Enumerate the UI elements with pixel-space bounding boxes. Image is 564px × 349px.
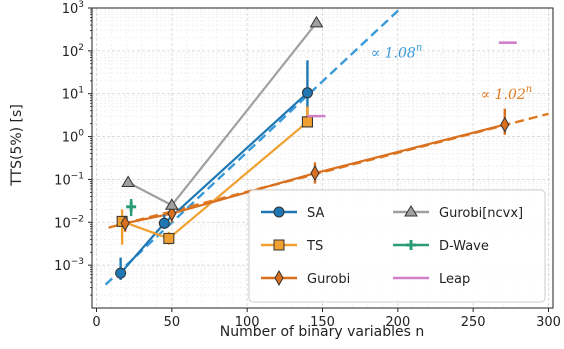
legend-marker-sa — [273, 206, 285, 218]
data-point-gurobi-ncvx — [121, 175, 136, 187]
data-point-sa — [301, 87, 313, 99]
x-axis-label: Number of binary variables n — [220, 324, 424, 340]
data-point-gurobi — [310, 165, 320, 182]
legend-label-gurobi-ncvx: Gurobi[ncvx] — [439, 206, 523, 221]
legend-label-d-wave: D-Wave — [439, 239, 489, 254]
legend-marker-ts — [273, 239, 285, 251]
x-tick-label: 150 — [310, 315, 335, 330]
markers — [115, 15, 517, 279]
data-point-sa — [115, 267, 127, 279]
legend-label-ts: TS — [306, 239, 323, 254]
data-point-gurobi-ncvx — [164, 198, 179, 210]
data-point-gurobi — [500, 116, 510, 133]
x-tick-label: 300 — [536, 315, 561, 330]
legend: SA TS Gurobi Gurobi[ncvx] D-Wave Leap — [248, 189, 546, 303]
x-tick-label: 0 — [92, 315, 100, 330]
data-point-gurobi-ncvx — [309, 15, 324, 28]
series-line-gurobi — [124, 123, 506, 225]
legend-label-sa: SA — [307, 206, 324, 221]
fit-annotation-gurobi: ∝ 1.02n — [481, 84, 533, 103]
y-axis-label: TTS(5%) [s] — [9, 104, 25, 187]
fit-annotation-sa: ∝ 1.08n — [371, 42, 423, 61]
annotations: ∝ 1.08n ∝ 1.02n — [371, 42, 533, 103]
legend-label-gurobi: Gurobi — [307, 272, 350, 287]
x-tick-label: 50 — [164, 315, 181, 330]
data-point-d-wave — [126, 201, 137, 212]
data-point-ts — [301, 116, 313, 128]
data-point-gurobi — [120, 215, 130, 232]
data-point-sa — [158, 217, 170, 229]
data-point-ts — [163, 232, 175, 244]
data-point-gurobi — [167, 205, 177, 222]
legend-label-leap: Leap — [439, 272, 470, 287]
legend-marker-gurobi — [274, 269, 284, 287]
x-tick-label: 250 — [461, 315, 486, 330]
legend-marker-gurobi-ncvx — [404, 205, 418, 217]
x-tick-label: 100 — [235, 315, 260, 330]
x-tick-label: 200 — [385, 315, 410, 330]
fit-line-sa — [104, 7, 402, 286]
legend-marker-d-wave — [406, 240, 416, 250]
